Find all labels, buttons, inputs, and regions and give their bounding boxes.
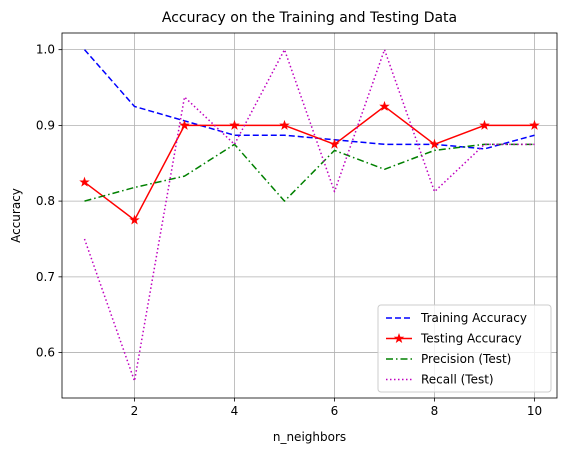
axes-frame [61,32,558,399]
legend-label-2: Precision (Test) [421,352,511,366]
y-axis-label: Accuracy [9,188,23,243]
legend-box [377,304,552,393]
x-tick-label: 4 [231,404,239,418]
chart-title: Accuracy on the Training and Testing Dat… [162,10,457,26]
legend-marker-1 [393,332,405,343]
series-1-point [279,119,290,130]
y-tick-label: 0.7 [36,270,55,284]
x-tick-label: 6 [331,404,339,418]
series-1-point [479,119,490,130]
x-tick-label: 2 [131,404,139,418]
x-axis-label: n_neighbors [273,430,346,444]
series-line-3 [83,48,535,382]
y-tick-label: 0.6 [36,346,55,360]
legend-label-0: Training Accuracy [420,311,527,325]
y-tick-label: 0.9 [36,118,55,132]
legend-label-1: Testing Accuracy [420,332,522,346]
y-tick-label: 0.8 [36,194,55,208]
series-line-1 [84,105,535,221]
series-1-point [129,214,140,225]
series-1-point [429,138,440,149]
series-1-point [179,119,190,130]
series-1-point [79,176,90,187]
y-tick-label: 1.0 [36,43,55,57]
series-line-2 [84,143,535,202]
series-1-point [229,119,240,130]
series-line-0 [83,49,535,150]
legend: Training Accuracy Testing Accuracy Precisi… [377,304,552,393]
series-1-point [379,100,390,111]
series-1-point [329,138,340,149]
x-tick-label: 10 [527,404,542,418]
series-layer [79,48,540,382]
series-1-point [529,119,540,130]
x-tick-label: 8 [431,404,439,418]
legend-label-3: Recall (Test) [421,373,494,387]
axis-ticks: 2 4 6 8 10 0.6 0.7 0.8 0.9 1.0 [36,43,542,418]
